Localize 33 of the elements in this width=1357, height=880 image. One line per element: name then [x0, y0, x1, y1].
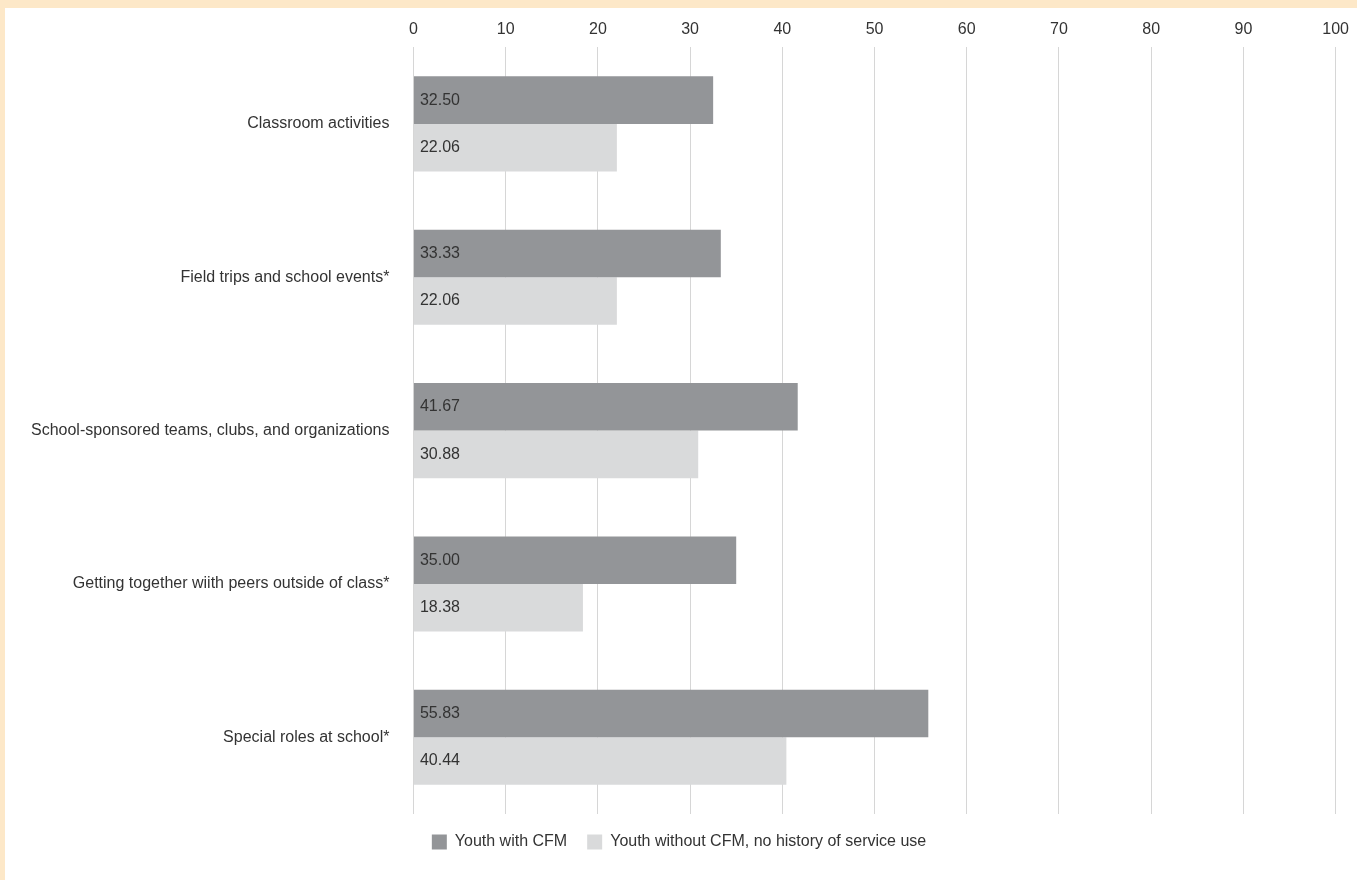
y-tick-label: Field trips and school events* [180, 267, 390, 285]
data-label: 41.67 [419, 397, 461, 415]
legend-label: Youth with CFM [454, 832, 568, 850]
x-tick-label: 0 [408, 20, 418, 38]
data-label: 35.00 [419, 550, 461, 568]
bar [413, 76, 714, 124]
data-label: 40.44 [419, 751, 461, 769]
x-tick-label: 100 [1322, 20, 1350, 38]
data-label: 22.06 [419, 291, 461, 309]
x-tick-label: 40 [773, 20, 792, 38]
data-label: 22.06 [419, 138, 461, 156]
x-tick-label: 60 [957, 20, 976, 38]
x-tick-label: 20 [588, 20, 607, 38]
y-tick-label: Special roles at school* [223, 727, 390, 745]
x-tick-label: 90 [1234, 20, 1253, 38]
data-label: 30.88 [419, 444, 461, 462]
x-tick-label: 50 [865, 20, 884, 38]
bar [413, 536, 737, 584]
data-label: 32.50 [419, 90, 461, 108]
bar [413, 229, 721, 278]
y-tick-label: Getting together wiith peers outside of class* [72, 574, 390, 592]
x-tick-label: 70 [1050, 20, 1068, 38]
y-tick-label: Classroom activities [247, 114, 390, 132]
bar [413, 383, 798, 431]
x-tick-label: 10 [496, 20, 515, 38]
data-label: 18.38 [419, 598, 461, 616]
bar [413, 689, 929, 738]
x-tick-label: 80 [1142, 20, 1161, 38]
x-tick-label: 30 [681, 20, 700, 38]
data-label: 55.83 [419, 703, 461, 721]
legend-label: Youth without CFM, no history of service use [610, 832, 927, 850]
data-label: 33.33 [419, 243, 461, 261]
y-tick-label: School-sponsored teams, clubs, and organizations [30, 421, 390, 439]
